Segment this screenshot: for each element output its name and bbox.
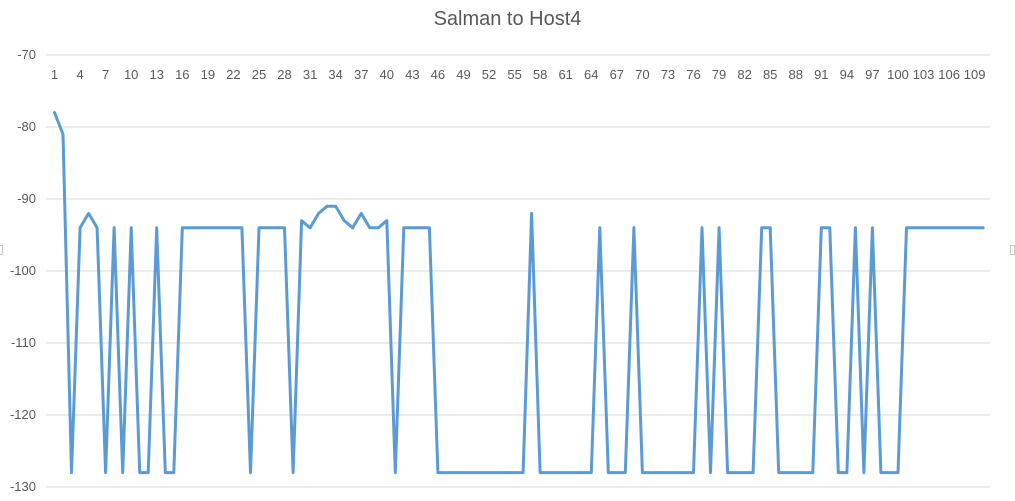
x-tick-label: 46 bbox=[431, 67, 445, 82]
x-tick-label: 22 bbox=[226, 67, 240, 82]
x-tick-label: 25 bbox=[252, 67, 266, 82]
y-tick-label: -80 bbox=[17, 119, 36, 134]
x-tick-label: 85 bbox=[763, 67, 777, 82]
y-tick-label: -130 bbox=[10, 479, 36, 494]
x-tick-label: 1 bbox=[51, 67, 58, 82]
x-tick-label: 13 bbox=[150, 67, 164, 82]
x-tick-label: 43 bbox=[405, 67, 419, 82]
x-tick-label: 97 bbox=[865, 67, 879, 82]
x-tick-label: 31 bbox=[303, 67, 317, 82]
x-tick-label: 100 bbox=[887, 67, 909, 82]
x-tick-label: 82 bbox=[737, 67, 751, 82]
x-tick-label: 16 bbox=[175, 67, 189, 82]
x-tick-label: 91 bbox=[814, 67, 828, 82]
x-tick-label: 109 bbox=[964, 67, 986, 82]
chart-title: Salman to Host4 bbox=[433, 8, 582, 30]
left-resize-handle[interactable] bbox=[0, 245, 3, 255]
y-tick-label: -120 bbox=[10, 407, 36, 422]
y-tick-label: -90 bbox=[17, 191, 36, 206]
x-tick-label: 70 bbox=[635, 67, 649, 82]
x-tick-label: 103 bbox=[913, 67, 935, 82]
right-resize-handle[interactable] bbox=[1010, 245, 1015, 255]
y-tick-label: -110 bbox=[11, 335, 36, 350]
x-tick-label: 76 bbox=[686, 67, 700, 82]
x-tick-label: 49 bbox=[456, 67, 470, 82]
x-tick-label: 79 bbox=[712, 67, 726, 82]
x-tick-label: 7 bbox=[102, 67, 109, 82]
x-tick-label: 94 bbox=[840, 67, 854, 82]
x-tick-label: 4 bbox=[76, 67, 83, 82]
x-tick-label: 55 bbox=[507, 67, 521, 82]
x-tick-label: 52 bbox=[482, 67, 496, 82]
x-tick-label: 61 bbox=[558, 67, 572, 82]
series-line bbox=[53, 111, 985, 475]
x-tick-label: 106 bbox=[938, 67, 960, 82]
x-tick-label: 10 bbox=[124, 67, 138, 82]
x-tick-label: 64 bbox=[584, 67, 598, 82]
x-tick-label: 28 bbox=[277, 67, 291, 82]
x-tick-label: 58 bbox=[533, 67, 547, 82]
x-tick-label: 88 bbox=[789, 67, 803, 82]
x-tick-label: 40 bbox=[380, 67, 394, 82]
y-tick-label: -100 bbox=[10, 263, 36, 278]
x-tick-label: 34 bbox=[328, 67, 342, 82]
y-tick-label: -70 bbox=[17, 47, 36, 62]
x-tick-label: 19 bbox=[201, 67, 215, 82]
x-tick-label: 67 bbox=[610, 67, 624, 82]
x-tick-label: 37 bbox=[354, 67, 368, 82]
x-tick-label: 73 bbox=[661, 67, 675, 82]
